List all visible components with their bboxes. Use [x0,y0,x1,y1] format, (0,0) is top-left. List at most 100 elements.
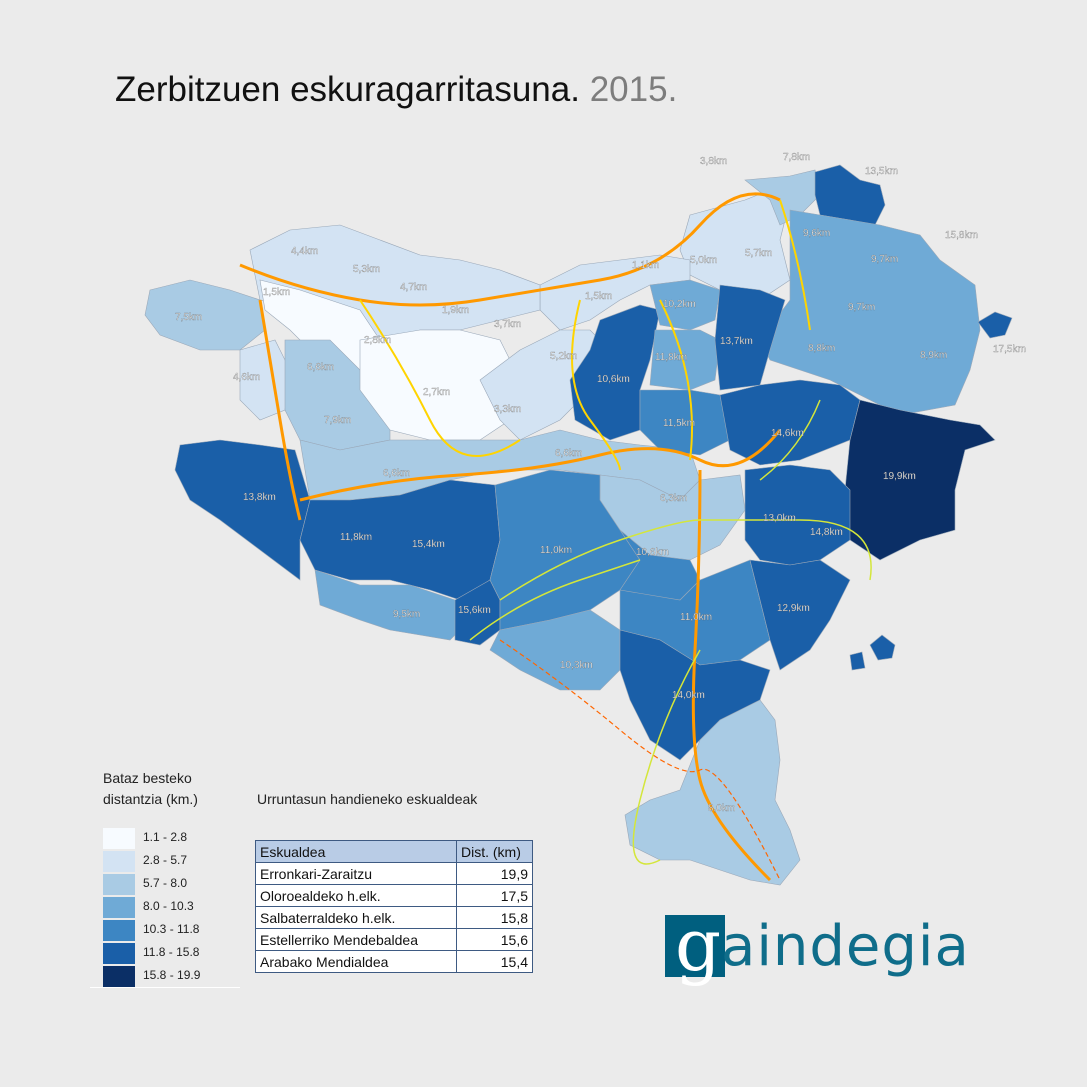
map-label: 8,0km [708,803,735,814]
ranking-distance: 19,9 [456,862,533,885]
map-label: 2,8km [364,335,391,346]
table-row: Estellerriko Mendebaldea 15,6 [255,928,533,951]
map-label: 11,5km [663,418,695,429]
map-label: 10,3km [560,660,593,671]
map-label: 3,8km [700,156,727,167]
map-label: 15,6km [458,605,491,616]
legend-swatch [103,943,135,964]
region-kanpezu [174,439,311,581]
road-local-3 [632,649,701,865]
ranking-table: Eskualdea Dist. (km) Erronkari-Zaraitzu 1… [255,840,533,973]
map-label: 3,3km [494,404,521,415]
ranking-title: Urruntasun handieneko eskualdeak [257,791,478,807]
map-label: 6,6km [383,468,410,479]
map-label: 5,3km [353,264,380,275]
legend-swatch [103,874,135,895]
map-label: 11,0km [680,612,712,623]
map-label: 14,0km [672,690,705,701]
legend-title-line2: distantzia (km.) [103,791,198,807]
map-label: 9,7km [848,302,875,313]
legend-title-line1: Bataz besteko [103,770,192,786]
legend-swatch [103,897,135,918]
legend-swatch [103,920,135,941]
map-labels: 3,8km 7,8km 13,5km 15,8km 17,5km 9,6km 9… [175,152,1026,814]
road-secondary-4 [779,199,811,331]
region-errioxa-arabarra [314,569,471,641]
legend-range: 1.1 - 2.8 [143,830,188,844]
legend-range: 8.0 - 10.3 [143,899,194,913]
map-label: 12,9km [777,603,810,614]
road-network [239,192,872,882]
road-local-1 [499,519,872,601]
map-label: 1,5km [585,291,612,302]
legend-underline [90,987,240,988]
table-row: Salbaterraldeko h.elk. 15,8 [255,906,533,929]
road-motorway-gasteiz [299,429,782,502]
map-label: 11,8km [655,352,687,363]
region-zangoza [744,464,851,566]
map-label: 4,4km [291,246,318,257]
ranking-region: Estellerriko Mendebaldea [255,928,457,951]
region-zangoza-south [749,559,851,671]
road-motorway-south [258,299,302,521]
map-label: 8,9km [920,350,947,361]
map-label: 10,6km [636,547,669,558]
legend-swatch [103,828,135,849]
region-estella [489,469,641,631]
road-motorway-ebro [691,469,772,882]
region-ultzama [639,389,731,456]
ranking-distance: 15,8 [456,906,533,929]
map-label: 13,7km [720,336,753,347]
map-label: 7,9km [324,415,351,426]
ranking-header-region: Eskualdea [255,840,457,863]
legend-range: 11.8 - 15.8 [143,945,200,959]
region-enkarterri [144,279,266,351]
region-bidaxune [814,164,886,226]
title-main: Zerbitzuen eskuragarritasuna. [115,70,580,109]
ranking-distance: 15,6 [456,928,533,951]
map-label: 13,5km [865,166,898,177]
rail-line [499,639,781,881]
map-label: 14,6km [771,428,804,439]
ranking-region: Salbaterraldeko h.elk. [255,906,457,929]
table-row: Oloroealdeko h.elk. 17,5 [255,884,533,907]
region-tutera [624,699,801,886]
ranking-distance: 15,4 [456,950,533,973]
ranking-region: Erronkari-Zaraitzu [255,862,457,885]
road-secondary-2 [571,299,621,471]
road-secondary-3 [659,299,693,461]
table-row: Arabako Mendialdea 15,4 [255,950,533,973]
map-label: 4,6km [233,372,260,383]
table-row: Erronkari-Zaraitzu 19,9 [255,862,533,885]
ranking-region: Arabako Mendialdea [255,950,457,973]
logo-text: aindegia [721,914,970,979]
map-label: 5,0km [690,255,717,266]
map-label: 17,5km [993,344,1026,355]
map-label: 4,7km [400,282,427,293]
gaindegia-logo: g aindegia [665,905,995,995]
region-malerreka [649,329,721,391]
road-secondary-1 [359,299,521,457]
map-label: 6,6km [307,362,334,373]
map-label: 1,5km [263,287,290,298]
region-exclave-south [849,651,866,671]
region-oloroe-exclave [977,311,1013,339]
map-label: 6,3km [660,493,687,504]
map-label: 5,7km [745,248,772,259]
map-label: 2,7km [423,387,450,398]
map-label: 7,8km [783,152,810,163]
title-year: 2015. [589,70,678,109]
region-esteribar [714,284,786,391]
region-exclave-east [869,634,896,661]
map-label: 11,8km [340,532,372,543]
road-local-2 [469,559,641,641]
legend-range: 10.3 - 11.8 [143,922,200,936]
legend-range: 5.7 - 8.0 [143,876,188,890]
g-letter-icon: g [665,905,725,985]
legend-swatch [103,966,135,987]
map-label: 7,5km [175,312,202,323]
map-label: 3,7km [494,319,521,330]
legend-swatch [103,851,135,872]
map-label: 13,0km [763,513,796,524]
map-label: 8,8km [808,343,835,354]
